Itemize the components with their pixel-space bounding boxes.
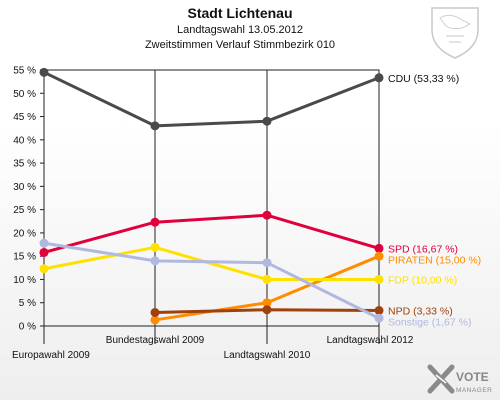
x-tick-label: Landtagswahl 2010 [224,350,311,361]
series-piraten [150,251,384,325]
data-point [262,274,272,284]
data-point [374,306,384,316]
y-tick-label: 55 % [13,66,36,77]
data-point [150,315,160,325]
x-tick-label: Europawahl 2009 [12,350,90,361]
data-point [262,305,272,315]
data-point [262,298,272,308]
series-line [43,70,380,128]
data-point [39,238,49,248]
series-label-fdp: FDP (10,00 %) [388,274,457,286]
series-fdp [39,242,384,284]
y-tick-label: 50 % [13,89,36,100]
vote-manager-logo: VOTE MANAGER [427,364,492,394]
series-label-piraten: PIRATEN (15,00 %) [388,254,481,266]
data-point [150,217,160,227]
data-point [374,313,384,323]
data-point [374,243,384,253]
data-point [150,256,160,266]
series-label-npd: NPD (3,33 %) [388,306,453,318]
y-tick-label: 35 % [13,159,36,170]
data-point [262,116,272,126]
series-label-sonstige: Sonstige (1,67 %) [388,317,471,329]
data-point [374,274,384,284]
plot-frame [43,69,380,327]
chart-title: Stadt Lichtenau [187,5,292,21]
data-point [39,264,49,274]
data-point [39,247,49,257]
y-tick-label: 45 % [13,112,36,123]
axes [43,69,380,327]
chart-subtitle-2: Zweitstimmen Verlauf Stimmbezirk 010 [145,39,335,51]
x-tick-label: Bundestagswahl 2009 [106,335,205,346]
data-point [150,242,160,252]
coat-of-arms-icon [431,7,479,59]
series-labels: CDU (53,33 %) SPD (16,67 %)PIRATEN (15,00… [388,73,481,329]
series-spd [39,210,384,257]
series-line [43,245,379,281]
y-tick-label: 40 % [13,135,36,146]
y-tick-label: 20 % [13,228,36,239]
data-point [150,121,160,131]
vote-x-icon [427,364,455,394]
chart-subtitle: Landtagswahl 13.05.2012 [177,24,303,36]
y-axis: 0 % 5 % 10 % 15 % 20 % 25 % 30 % 35 % 40 % 45 % 50… [13,66,44,333]
series-cdu [39,67,384,131]
data-point [150,308,160,318]
y-tick-label: 0 % [19,322,36,333]
x-axis: Europawahl 2009 Bundestagswahl 2009 Landta… [12,70,414,361]
data-point [262,258,272,268]
series-line [43,213,380,254]
data-point [262,210,272,220]
data-point [374,73,384,83]
y-tick-label: 25 % [13,205,36,216]
data-point [374,251,384,261]
data-point [39,67,49,77]
series-layer [39,67,384,325]
y-tick-label: 5 % [19,298,36,309]
y-tick-label: 30 % [13,182,36,193]
logo-vote-text: VOTE [456,370,489,384]
chart-titles: Stadt Lichtenau Landtagswahl 13.05.2012 … [145,5,335,51]
y-tick-label: 10 % [13,275,36,286]
x-tick-label: Landtagswahl 2012 [327,335,414,346]
series-line [43,241,380,320]
series-label-cdu: CDU (53,33 %) [388,73,459,85]
y-tick-label: 15 % [13,252,36,263]
series-label-spd: SPD (16,67 %) [388,243,458,255]
logo-manager-text: MANAGER [456,387,492,394]
series-npd [150,305,384,318]
series-sonstige [39,238,384,323]
